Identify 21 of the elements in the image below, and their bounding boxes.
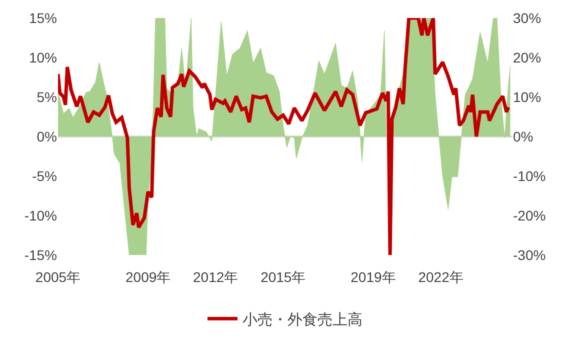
x-tick-label: 2019年 bbox=[350, 269, 396, 285]
y2-tick-label: -20% bbox=[513, 207, 546, 224]
y2-tick-label: 30% bbox=[513, 10, 542, 26]
y-tick-label: 15% bbox=[28, 10, 57, 26]
x-tick-label: 2012年 bbox=[193, 269, 238, 285]
y2-tick-label: 0% bbox=[513, 128, 534, 144]
y-tick-label: -10% bbox=[24, 207, 57, 224]
x-tick-label: 2022年 bbox=[418, 269, 464, 285]
y-tick-label: -5% bbox=[32, 168, 57, 184]
y2-tick-label: 10% bbox=[513, 88, 542, 105]
y2-tick-label: 20% bbox=[513, 49, 542, 66]
y-tick-label: 0% bbox=[36, 128, 57, 144]
x-tick-label: 2015年 bbox=[260, 269, 306, 285]
y2-tick-label: -30% bbox=[513, 246, 546, 263]
y-tick-label: -15% bbox=[24, 246, 57, 263]
y2-tick-label: -10% bbox=[513, 168, 546, 184]
legend-label: 小売・外食売上高 bbox=[242, 312, 362, 328]
y-tick-label: 5% bbox=[36, 88, 57, 105]
y-tick-label: 10% bbox=[28, 49, 57, 66]
x-tick-label: 2009年 bbox=[125, 269, 171, 285]
x-tick-label: 2005年 bbox=[35, 269, 81, 285]
